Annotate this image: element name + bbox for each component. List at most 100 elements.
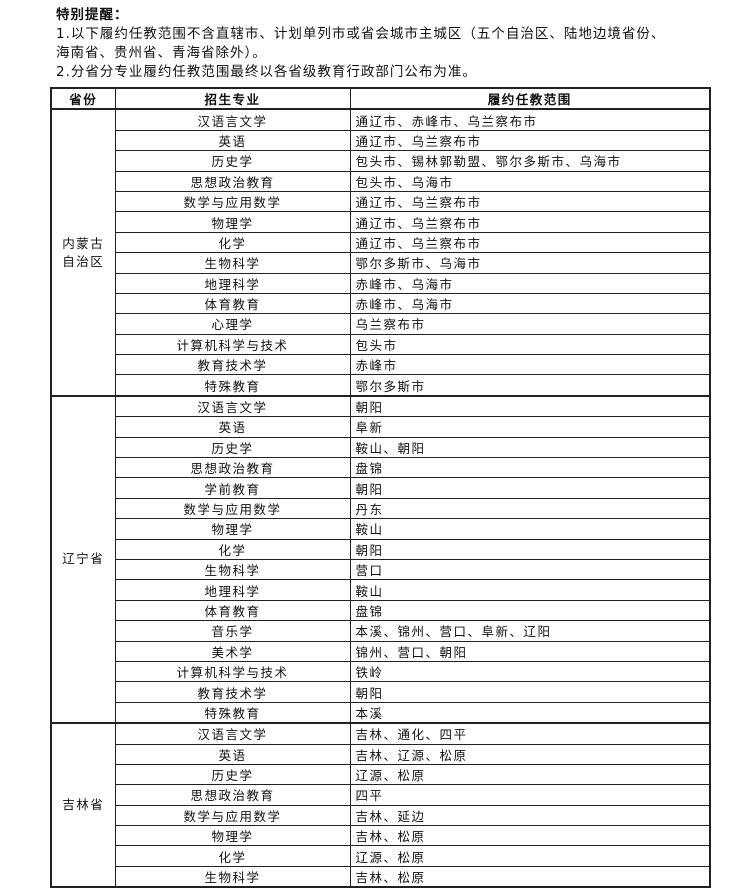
scope-cell: 本溪 — [349, 701, 711, 724]
scope-cell: 吉林、松原 — [349, 825, 711, 847]
major-cell: 学前教育 — [114, 477, 351, 499]
table-row: 吉林省 汉语言文学 吉林、通化、四平 — [50, 722, 711, 888]
major-cell: 生物科学 — [114, 865, 351, 888]
province-cell: 辽宁省 — [50, 394, 116, 724]
scope-cell: 辽源、松原 — [349, 845, 711, 867]
major-cell: 地理科学 — [114, 579, 351, 601]
major-cell: 教育技术学 — [114, 681, 351, 703]
table-row: 生物科学 营口 — [51, 558, 711, 581]
major-cell: 计算机科学与技术 — [114, 333, 351, 356]
major-cell: 历史学 — [114, 150, 351, 172]
table-row: 体育教育 赤峰市、乌海市 — [51, 292, 711, 315]
scope-cell: 铁岭 — [349, 660, 711, 683]
scope-cell: 锦州、营口、朝阳 — [349, 640, 711, 662]
table-row: 体育教育 盘锦 — [51, 599, 711, 622]
scope-cell: 乌兰察布市 — [349, 313, 711, 335]
table-row: 教育技术学 赤峰市 — [51, 354, 711, 376]
scope-cell: 本溪、锦州、营口、阜新、辽阳 — [349, 620, 711, 642]
table-row: 思想政治教育 盘锦 — [51, 457, 711, 479]
table-row: 内蒙古自治区 汉语言文学 通辽市、赤峰市、乌兰察布市 — [50, 108, 711, 397]
scope-cell: 通辽市、乌兰察布市 — [349, 231, 711, 254]
major-cell: 汉语言文学 — [114, 394, 351, 418]
scope-cell: 鞍山 — [349, 579, 711, 601]
major-cell: 生物科学 — [114, 252, 351, 274]
table-row: 心理学 乌兰察布市 — [51, 313, 711, 335]
notice-line-1-cont: 海南省、贵州省、青海省除外）。 — [56, 45, 267, 61]
major-cell: 英语 — [114, 416, 351, 438]
header-scope: 履约任教范围 — [349, 87, 711, 110]
table-row: 数学与应用数学 吉林、延边 — [51, 804, 711, 827]
table-body: 内蒙古自治区 汉语言文学 通辽市、赤峰市、乌兰察布市 英语 通辽市、乌兰察布市 历史学 包头… — [50, 108, 711, 888]
major-cell: 计算机科学与技术 — [114, 660, 351, 683]
scope-cell: 赤峰市、乌海市 — [349, 272, 711, 294]
scope-cell: 盘锦 — [349, 599, 711, 622]
major-cell: 体育教育 — [114, 292, 351, 315]
major-cell: 英语 — [114, 129, 351, 152]
table-row: 物理学 鞍山 — [51, 518, 711, 540]
scope-cell: 鞍山、朝阳 — [349, 436, 711, 459]
table-row: 生物科学 吉林、松原 — [51, 865, 711, 888]
table-row: 美术学 锦州、营口、朝阳 — [51, 640, 711, 662]
major-cell: 历史学 — [114, 436, 351, 459]
table-row: 计算机科学与技术 包头市 — [51, 333, 711, 356]
notice-line-2: 2.分省分专业履约任教范围最终以各省级教育行政部门公布为准。 — [56, 64, 477, 80]
province-cell: 内蒙古自治区 — [50, 108, 116, 397]
scope-cell: 通辽市、乌兰察布市 — [349, 129, 711, 152]
scope-cell: 朝阳 — [349, 394, 711, 418]
notice-line-1: 1.以下履约任教范围不含直辖市、计划单列市或省会城市主城区（五个自治区、陆地边境… — [56, 26, 666, 42]
scope-cell: 通辽市、赤峰市、乌兰察布市 — [349, 108, 711, 131]
major-cell: 美术学 — [114, 640, 351, 662]
scope-cell: 包头市、乌海市 — [349, 170, 711, 192]
scope-cell: 吉林、松原 — [349, 865, 711, 888]
table-row: 历史学 鞍山、朝阳 — [51, 436, 711, 459]
scope-cell: 盘锦 — [349, 457, 711, 479]
scope-cell: 鄂尔多斯市、乌海市 — [349, 252, 711, 274]
table-row: 英语 吉林、辽源、松原 — [51, 743, 711, 765]
table-row: 思想政治教育 包头市、乌海市 — [51, 170, 711, 192]
table-row: 特殊教育 本溪 — [51, 701, 711, 724]
scope-cell: 丹东 — [349, 497, 711, 520]
scope-cell: 通辽市、乌兰察布市 — [349, 190, 711, 213]
scope-cell: 朝阳 — [349, 538, 711, 560]
major-cell: 汉语言文学 — [114, 722, 351, 745]
scope-cell: 辽源、松原 — [349, 763, 711, 786]
scope-cell: 朝阳 — [349, 681, 711, 703]
table-row: 历史学 包头市、锡林郭勒盟、鄂尔多斯市、乌海市 — [51, 150, 711, 172]
major-cell: 特殊教育 — [114, 701, 351, 724]
scope-cell: 吉林、通化、四平 — [349, 722, 711, 745]
table-row: 英语 通辽市、乌兰察布市 — [51, 129, 711, 152]
major-cell: 物理学 — [114, 518, 351, 540]
scope-cell: 赤峰市、乌海市 — [349, 292, 711, 315]
table-row: 地理科学 鞍山 — [51, 579, 711, 601]
table-row: 特殊教育 鄂尔多斯市 — [51, 374, 711, 397]
scope-cell: 包头市 — [349, 333, 711, 356]
notice: 特别提醒： 1.以下履约任教范围不含直辖市、计划单列市或省会城市主城区（五个自治… — [56, 6, 665, 82]
table-header-row: 省份 招生专业 履约任教范围 — [50, 87, 711, 110]
major-cell: 物理学 — [114, 825, 351, 847]
scope-cell: 朝阳 — [349, 477, 711, 499]
table-row: 物理学 通辽市、乌兰察布市 — [51, 211, 711, 233]
table-row: 音乐学 本溪、锦州、营口、阜新、辽阳 — [51, 620, 711, 642]
header-province: 省份 — [50, 87, 116, 110]
scope-cell: 鄂尔多斯市 — [349, 374, 711, 397]
major-cell: 历史学 — [114, 763, 351, 786]
major-cell: 心理学 — [114, 313, 351, 335]
major-cell: 汉语言文学 — [114, 108, 351, 131]
table-row: 学前教育 朝阳 — [51, 477, 711, 499]
major-cell: 数学与应用数学 — [114, 190, 351, 213]
table-row: 地理科学 赤峰市、乌海市 — [51, 272, 711, 294]
scope-cell: 四平 — [349, 784, 711, 806]
table-row: 英语 阜新 — [51, 416, 711, 438]
table-row: 化学 通辽市、乌兰察布市 — [51, 231, 711, 254]
table-row: 辽宁省 汉语言文学 朝阳 — [50, 394, 711, 724]
major-cell: 音乐学 — [114, 620, 351, 642]
scope-cell: 包头市、锡林郭勒盟、鄂尔多斯市、乌海市 — [349, 150, 711, 172]
major-cell: 特殊教育 — [114, 374, 351, 397]
major-cell: 英语 — [114, 743, 351, 765]
major-cell: 数学与应用数学 — [114, 804, 351, 827]
scope-cell: 吉林、延边 — [349, 804, 711, 827]
table-row: 教育技术学 朝阳 — [51, 681, 711, 703]
major-cell: 数学与应用数学 — [114, 497, 351, 520]
table-row: 生物科学 鄂尔多斯市、乌海市 — [51, 252, 711, 274]
table-row: 数学与应用数学 通辽市、乌兰察布市 — [51, 190, 711, 213]
